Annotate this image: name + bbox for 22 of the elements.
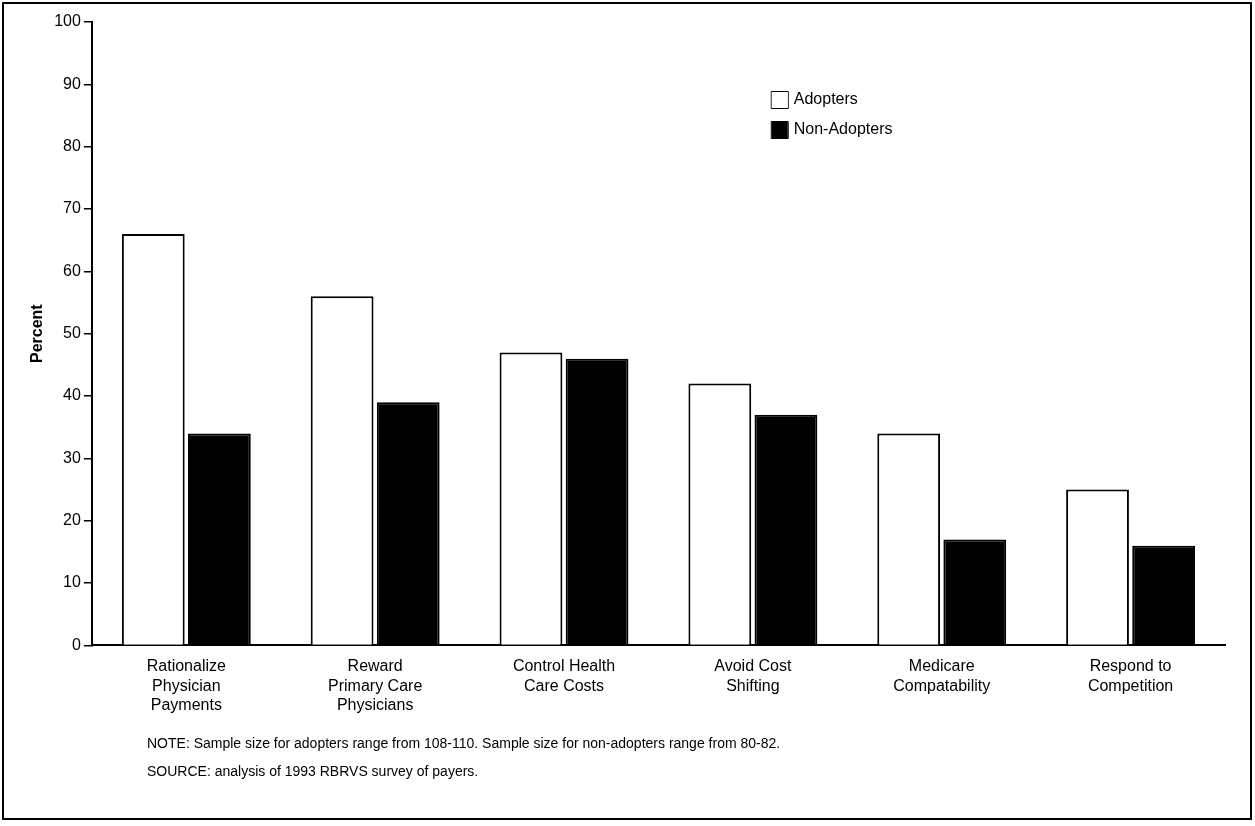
text: NOTE: Sample size for adopters range from 108-110. Sample size for non-adopters range from 80-82. bbox=[147, 734, 781, 753]
y-tick-label: 70 bbox=[63, 199, 81, 217]
source-note: SOURCE: analysis of 1993 RBRVS survey of payers. bbox=[147, 762, 480, 781]
x-tick-label: Reward Primary Care Physicians bbox=[328, 657, 423, 713]
y-tick-label: 100 bbox=[54, 12, 81, 30]
y-tick-label: 0 bbox=[71, 635, 81, 653]
legend-label: Non-Adopters bbox=[793, 120, 893, 138]
y-tick-label: 90 bbox=[63, 74, 81, 92]
y-tick-label: 50 bbox=[63, 324, 81, 342]
y-tick-label: 30 bbox=[63, 448, 81, 466]
legend-label: Adopters bbox=[793, 90, 858, 108]
y-tick-label: 20 bbox=[63, 511, 81, 529]
y-axis-title: Percent bbox=[28, 303, 46, 364]
y-tick-label: 80 bbox=[63, 137, 81, 155]
x-tick-label: Rationalize Physician Payments bbox=[146, 657, 226, 713]
x-tick-label: Control Health Care Costs bbox=[512, 657, 616, 694]
x-tick-label: Medicare Compatability bbox=[893, 657, 991, 694]
y-tick-label: 60 bbox=[63, 261, 81, 279]
x-tick-label: Respond to Competition bbox=[1087, 657, 1174, 694]
y-tick-label: 40 bbox=[63, 386, 81, 404]
x-tick-label: Avoid Cost Shifting bbox=[714, 657, 792, 694]
y-tick-label: 10 bbox=[63, 573, 81, 591]
